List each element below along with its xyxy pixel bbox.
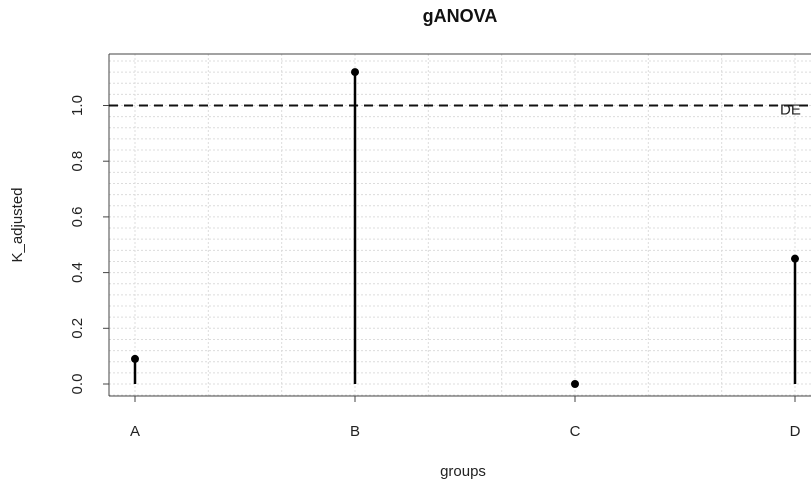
y-tick-label: 1.0 [69, 95, 86, 116]
data-point [791, 254, 799, 263]
data-point [571, 380, 579, 388]
y-tick-label: 0.6 [69, 206, 86, 227]
data-point [131, 354, 139, 363]
data-point [351, 68, 359, 77]
x-tick-label: A [130, 423, 140, 440]
plot-area: 0.0 0.2 0.4 0.6 0.8 1.0 A B C D DE [69, 53, 811, 440]
x-tick-label: C [570, 423, 581, 440]
x-axis-label: groups [440, 463, 486, 480]
chart-title: gANOVA [423, 6, 498, 26]
y-tick-label: 0.4 [69, 262, 86, 283]
y-tick-label: 0.0 [69, 374, 86, 395]
y-tick-label: 0.8 [69, 151, 86, 172]
reference-line-label: DE [780, 102, 801, 119]
y-tick-label: 0.2 [69, 318, 86, 339]
x-tick-label: D [790, 423, 801, 440]
y-axis-label: K_adjusted [9, 187, 26, 262]
x-tick-label: B [350, 423, 360, 440]
